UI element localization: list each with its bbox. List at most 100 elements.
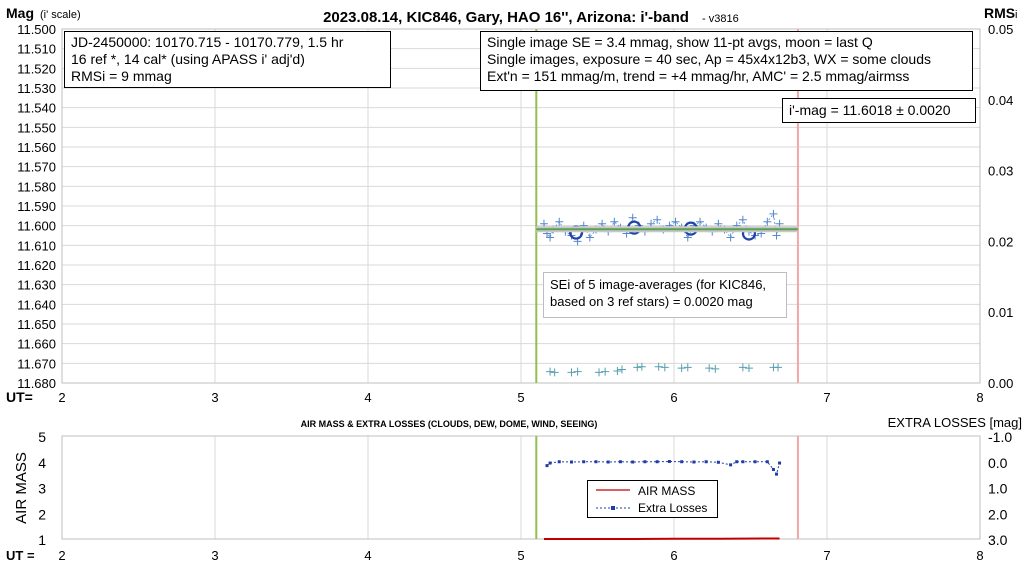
y-axis-label: Mag — [6, 5, 34, 21]
y2-tick-label: 0.03 — [988, 164, 1013, 179]
data-point — [567, 368, 576, 377]
data-point — [680, 460, 684, 464]
data-point — [677, 364, 686, 373]
x-tick-label: 6 — [670, 548, 677, 563]
y2-axis-label-sub: i — [1015, 9, 1017, 21]
observation-line: Single image SE = 3.4 mmag, show 11-pt a… — [487, 34, 873, 50]
data-point — [546, 367, 555, 376]
data-point — [774, 363, 783, 372]
sei-line: based on 3 ref stars) = 0.0020 mag — [550, 294, 753, 309]
data-point — [729, 463, 733, 467]
data-point — [545, 464, 549, 468]
y-tick-label: 11.520 — [17, 61, 56, 76]
y-tick-label: 11.580 — [17, 179, 56, 194]
data-point — [618, 460, 622, 464]
data-point — [738, 363, 747, 372]
y-tick-label: 11.540 — [17, 101, 56, 116]
data-point — [778, 461, 782, 465]
data-point — [765, 460, 769, 464]
data-point — [610, 217, 619, 226]
y-tick-label: 11.650 — [17, 317, 56, 332]
data-point — [769, 209, 778, 218]
x-tick-label: 3 — [211, 548, 218, 563]
data-point — [671, 217, 680, 226]
mag-result: i'-mag = 11.6018 ± 0.0020 — [789, 102, 951, 118]
data-point — [557, 460, 561, 464]
data-point — [653, 215, 662, 224]
data-point — [594, 460, 598, 464]
x-tick-label: 8 — [976, 390, 983, 405]
y-tick-label: 3 — [38, 481, 46, 497]
y2-tick-label: 0.04 — [988, 93, 1013, 108]
data-point — [628, 213, 637, 222]
y-tick-label: 2 — [38, 506, 46, 522]
x-axis-label: UT = — [6, 548, 35, 563]
y-axis-label-note: (i' scale) — [40, 9, 81, 21]
data-point — [546, 233, 555, 242]
data-point — [771, 467, 775, 471]
y2-axis-label: RMS — [984, 5, 1015, 21]
x-axis-label: UT= — [6, 389, 33, 405]
observation-line: Ext'n = 151 mmag/m, trend = +4 mmag/hr, … — [487, 68, 910, 84]
mag-result-box: i'-mag = 11.6018 ± 0.0020 — [782, 98, 976, 123]
legend-label: Extra Losses — [638, 501, 708, 515]
observation-box: Single image SE = 3.4 mmag, show 11-pt a… — [480, 31, 973, 91]
y-tick-label: 11.600 — [17, 219, 56, 234]
data-point — [573, 367, 582, 376]
x-tick-label: 4 — [364, 548, 371, 563]
series-line — [546, 460, 781, 476]
y2-tick-label: 0.01 — [988, 305, 1013, 320]
y-tick-label: 11.530 — [17, 81, 56, 96]
top-chart: 11.500 11.510 11.520 11.530 11.540 11.550 11.5… — [6, 5, 1017, 405]
plot-frame — [61, 435, 981, 540]
y-tick-label: 1 — [38, 532, 46, 548]
data-point — [753, 460, 757, 464]
data-point — [772, 231, 781, 240]
data-point — [744, 364, 753, 373]
data-point — [692, 460, 696, 464]
observation-line: Single images, exposure = 40 sec, Ap = 4… — [487, 51, 931, 67]
y-tick-label: 11.510 — [17, 42, 56, 57]
data-point — [775, 472, 779, 476]
data-point — [555, 217, 564, 226]
data-point — [550, 368, 559, 377]
y2-tick-label: 0.00 — [988, 376, 1013, 391]
y-tick-label: 4 — [38, 455, 46, 471]
data-point — [569, 460, 573, 464]
y2-tick-label: 0.0 — [988, 455, 1008, 471]
data-point — [643, 460, 647, 464]
y2-tick-label: -1.0 — [988, 429, 1012, 445]
sei-box: SEi of 5 image-averages (for KIC846, bas… — [543, 272, 787, 318]
data-point — [735, 460, 739, 464]
y-tick-label: 11.500 — [17, 22, 56, 37]
info-box: JD-2450000: 10170.715 - 10170.779, 1.5 h… — [64, 31, 391, 88]
data-point — [763, 217, 772, 226]
x-tick-label: 7 — [823, 548, 830, 563]
data-point — [660, 363, 669, 372]
y-tick-label: 11.630 — [17, 278, 56, 293]
data-point — [726, 233, 735, 242]
series-line — [543, 537, 780, 540]
data-point — [637, 362, 646, 371]
y2-tick-label: 0.02 — [988, 234, 1013, 249]
data-point — [696, 217, 705, 226]
data-point — [716, 460, 720, 464]
x-tick-label: 2 — [58, 548, 65, 563]
y-tick-label: 11.640 — [17, 297, 56, 312]
y-tick-label: 11.570 — [17, 160, 56, 175]
legend-label: AIR MASS — [638, 484, 696, 498]
y2-tick-label: 2.0 — [988, 506, 1008, 522]
chart-title: 2023.08.14, KIC846, Gary, HAO 16'', Ariz… — [323, 9, 689, 26]
legend-swatches — [596, 489, 630, 510]
data-point — [705, 364, 714, 373]
data-point — [631, 460, 635, 464]
x-tick-label: 4 — [364, 390, 371, 405]
data-point — [606, 460, 610, 464]
y-tick-label: 11.560 — [17, 140, 56, 155]
plot-frame — [61, 28, 981, 384]
y2-tick-label: 1.0 — [988, 481, 1008, 497]
x-tick-label: 3 — [211, 390, 218, 405]
info-line: JD-2450000: 10170.715 - 10170.779, 1.5 h… — [71, 34, 344, 50]
data-point — [655, 460, 659, 464]
